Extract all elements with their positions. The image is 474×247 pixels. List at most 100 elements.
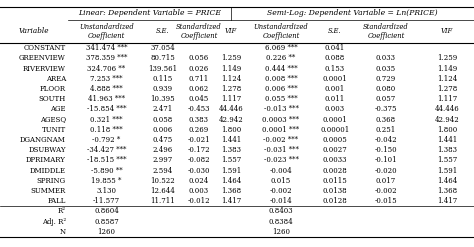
Text: 0.729: 0.729 (376, 75, 396, 83)
Text: 0.251: 0.251 (376, 126, 396, 134)
Text: -0.042: -0.042 (374, 136, 397, 144)
Text: -0.004: -0.004 (270, 167, 292, 175)
Text: 1.259: 1.259 (437, 54, 457, 62)
Text: 1.259: 1.259 (221, 54, 241, 62)
Text: 0.321 ***: 0.321 *** (90, 116, 123, 124)
Text: AGESQ: AGESQ (40, 116, 66, 124)
Text: 42.942: 42.942 (219, 116, 243, 124)
Text: 0.024: 0.024 (189, 177, 209, 185)
Text: 0.0001 ***: 0.0001 *** (263, 126, 300, 134)
Text: 0.8384: 0.8384 (269, 218, 293, 226)
Text: VIF: VIF (225, 27, 237, 36)
Text: 42.942: 42.942 (435, 116, 459, 124)
Text: GREENVIEW: GREENVIEW (19, 54, 66, 62)
Text: Variable: Variable (19, 27, 49, 36)
Text: 0.0128: 0.0128 (323, 197, 347, 205)
Text: 1.149: 1.149 (221, 64, 241, 73)
Text: 1.591: 1.591 (437, 167, 457, 175)
Text: -0.082: -0.082 (188, 156, 210, 165)
Text: -0.023 ***: -0.023 *** (264, 156, 299, 165)
Text: Adj. R²: Adj. R² (42, 218, 66, 226)
Text: 1.124: 1.124 (437, 75, 457, 83)
Text: 324.706 **: 324.706 ** (87, 64, 126, 73)
Text: AGE: AGE (51, 105, 66, 113)
Text: 1.124: 1.124 (221, 75, 241, 83)
Text: 0.0028: 0.0028 (323, 167, 347, 175)
Text: 0.444 ***: 0.444 *** (264, 64, 297, 73)
Text: -0.792 *: -0.792 * (92, 136, 120, 144)
Text: 0.033: 0.033 (376, 54, 396, 62)
Text: 11.711: 11.711 (150, 197, 175, 205)
Text: 19.855 *: 19.855 * (91, 177, 122, 185)
Text: SPRING: SPRING (37, 177, 66, 185)
Text: 2.496: 2.496 (152, 146, 173, 154)
Text: 6.069 ***: 6.069 *** (264, 44, 297, 52)
Text: 2.594: 2.594 (152, 167, 173, 175)
Text: -18.515 ***: -18.515 *** (87, 156, 126, 165)
Text: 0.035: 0.035 (376, 64, 396, 73)
Text: 0.056: 0.056 (189, 54, 209, 62)
Text: 0.057: 0.057 (376, 95, 396, 103)
Text: Unstandardized
Coefficient: Unstandardized Coefficient (79, 23, 134, 40)
Text: 80.715: 80.715 (150, 54, 175, 62)
Text: 1.464: 1.464 (437, 177, 457, 185)
Text: 44.446: 44.446 (435, 105, 459, 113)
Text: -0.375: -0.375 (375, 105, 397, 113)
Text: 0.368: 0.368 (376, 116, 396, 124)
Text: 0.0003 ***: 0.0003 *** (263, 116, 300, 124)
Text: 0.0027: 0.0027 (323, 146, 347, 154)
Text: 0.006 ***: 0.006 *** (264, 85, 297, 93)
Text: -0.031 ***: -0.031 *** (264, 146, 299, 154)
Text: 1.591: 1.591 (221, 167, 241, 175)
Text: 0.8587: 0.8587 (94, 218, 119, 226)
Text: -34.427 ***: -34.427 *** (87, 146, 126, 154)
Text: -15.854 ***: -15.854 *** (87, 105, 126, 113)
Text: 378.359 ***: 378.359 *** (86, 54, 127, 62)
Text: RIVERVIEW: RIVERVIEW (23, 64, 66, 73)
Text: 0.003: 0.003 (189, 187, 209, 195)
Text: 7.253 ***: 7.253 *** (90, 75, 123, 83)
Text: 1.383: 1.383 (437, 146, 457, 154)
Text: 0.269: 0.269 (189, 126, 209, 134)
Text: 0.475: 0.475 (152, 136, 173, 144)
Text: 0.045: 0.045 (189, 95, 209, 103)
Text: 0.8403: 0.8403 (269, 207, 293, 215)
Text: 0.939: 0.939 (153, 85, 173, 93)
Text: -5.890 **: -5.890 ** (91, 167, 122, 175)
Text: DGANGNAM: DGANGNAM (20, 136, 66, 144)
Text: 3.130: 3.130 (97, 187, 117, 195)
Text: AREA: AREA (46, 75, 66, 83)
Text: CONSTANT: CONSTANT (24, 44, 66, 52)
Text: 1.117: 1.117 (221, 95, 241, 103)
Text: 0.115: 0.115 (152, 75, 173, 83)
Text: 1.278: 1.278 (221, 85, 241, 93)
Text: S.E.: S.E. (328, 27, 342, 36)
Text: 0.0005: 0.0005 (323, 136, 347, 144)
Text: 139.561: 139.561 (148, 64, 177, 73)
Text: 0.226 **: 0.226 ** (266, 54, 296, 62)
Text: -0.172: -0.172 (188, 146, 210, 154)
Text: FALL: FALL (47, 197, 66, 205)
Text: -0.015: -0.015 (374, 197, 397, 205)
Text: 1.278: 1.278 (437, 85, 457, 93)
Text: -11.577: -11.577 (93, 197, 120, 205)
Text: 0.0138: 0.0138 (323, 187, 347, 195)
Text: Standardized
Coefficient: Standardized Coefficient (176, 23, 222, 40)
Text: N: N (60, 228, 66, 236)
Text: Standardized
Coefficient: Standardized Coefficient (363, 23, 409, 40)
Text: 1.441: 1.441 (221, 136, 241, 144)
Text: 10.395: 10.395 (150, 95, 175, 103)
Text: -0.020: -0.020 (374, 167, 397, 175)
Text: 1.800: 1.800 (437, 126, 457, 134)
Text: 1.464: 1.464 (221, 177, 241, 185)
Text: 0.8604: 0.8604 (94, 207, 119, 215)
Text: 4.888 ***: 4.888 *** (90, 85, 123, 93)
Text: SUMMER: SUMMER (31, 187, 66, 195)
Text: 0.006: 0.006 (152, 126, 173, 134)
Text: -0.453: -0.453 (188, 105, 210, 113)
Text: DMIDDLE: DMIDDLE (30, 167, 66, 175)
Text: 0.055 ***: 0.055 *** (264, 95, 297, 103)
Text: -0.014: -0.014 (270, 197, 292, 205)
Text: 0.00001: 0.00001 (320, 126, 350, 134)
Text: 0.062: 0.062 (189, 85, 209, 93)
